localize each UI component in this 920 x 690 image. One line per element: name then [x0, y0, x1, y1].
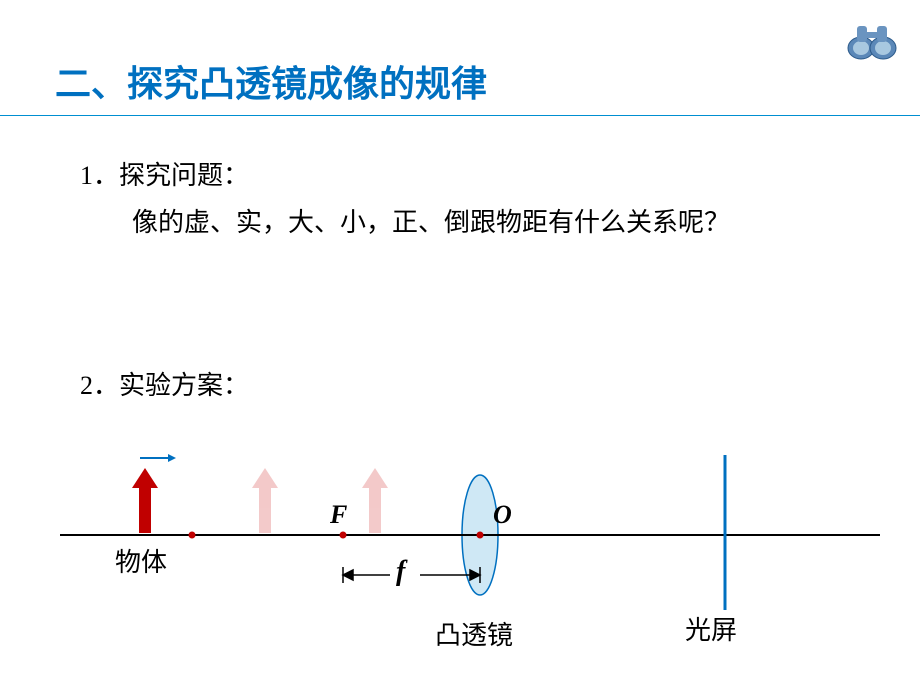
- label-object: 物体: [115, 542, 167, 579]
- label-screen: 光屏: [685, 610, 737, 647]
- point-2f: [189, 532, 196, 539]
- page-title: 二、探究凸透镜成像的规律: [55, 55, 487, 107]
- section2-heading: 2．实验方案：: [80, 365, 249, 402]
- point-f: [340, 532, 347, 539]
- label-o: O: [493, 500, 512, 530]
- label-f: F: [330, 500, 347, 530]
- label-focal-length: f: [396, 556, 405, 588]
- ghost-arrow-2: [362, 468, 388, 533]
- section1-heading: 1．探究问题：: [80, 155, 249, 192]
- label-lens: 凸透镜: [435, 615, 513, 652]
- ghost-arrow-1: [252, 468, 278, 533]
- focal-length-marker: [343, 567, 480, 583]
- optics-diagram: | --> F O 物体 f 凸透镜 光屏: [60, 430, 880, 660]
- title-underline: [0, 115, 920, 116]
- point-o: [477, 532, 484, 539]
- section1-text: 像的虚、实，大、小，正、倒跟物距有什么关系呢？: [80, 200, 840, 247]
- object-arrow: [132, 468, 158, 533]
- binoculars-icon: [845, 18, 900, 63]
